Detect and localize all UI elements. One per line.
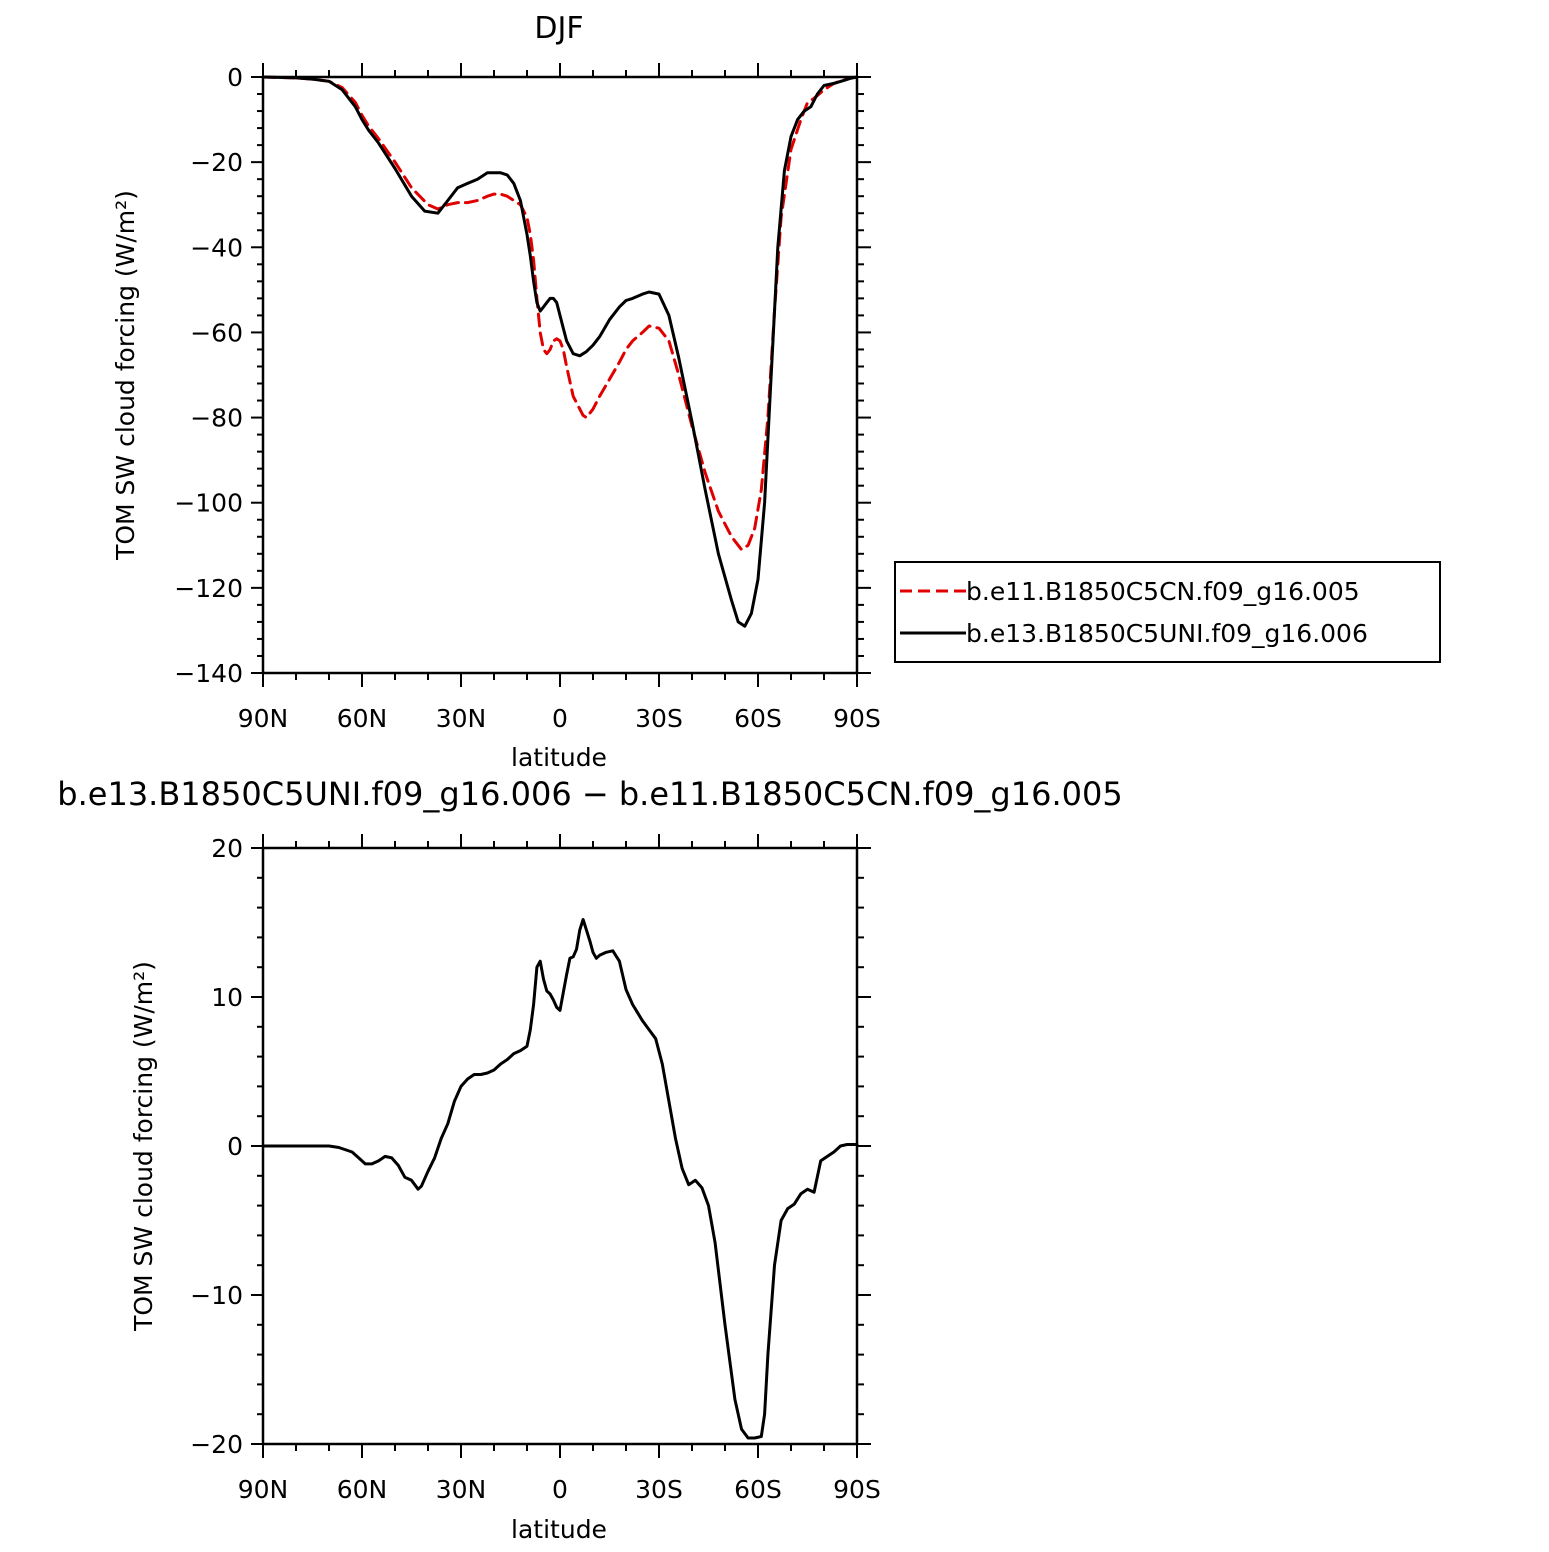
y-tick-label: −140 bbox=[174, 659, 243, 688]
bottom-panel: b.e13.B1850C5UNI.f09_g16.006 − b.e11.B18… bbox=[57, 775, 1122, 1544]
series-line-1 bbox=[261, 918, 859, 1440]
y-tick-label: 0 bbox=[227, 1132, 243, 1161]
top-x-axis-label: latitude bbox=[511, 743, 607, 772]
series-line-2 bbox=[261, 75, 859, 628]
x-tick-label: 30S bbox=[635, 1475, 683, 1504]
legend: b.e11.B1850C5CN.f09_g16.005 b.e13.B1850C… bbox=[894, 561, 1441, 663]
y-tick-label: −100 bbox=[174, 489, 243, 518]
x-tick-label: 60S bbox=[734, 1475, 782, 1504]
y-tick-label: 0 bbox=[227, 63, 243, 92]
top-y-axis-label: TOM SW cloud forcing (W/m²) bbox=[111, 190, 140, 561]
top-y-ticks: 0 −20 −40 −60 −80 −100 −120 −140 bbox=[174, 63, 871, 688]
x-tick-label: 60N bbox=[337, 1475, 388, 1504]
top-x-ticks: 90N 60N 30N 0 30S 60S 90S bbox=[238, 63, 881, 733]
x-tick-label: 30N bbox=[436, 1475, 487, 1504]
x-tick-label: 0 bbox=[552, 704, 568, 733]
top-plot-frame bbox=[261, 75, 859, 675]
y-tick-label: −10 bbox=[190, 1281, 243, 1310]
x-tick-label: 0 bbox=[552, 1475, 568, 1504]
bottom-series bbox=[261, 918, 859, 1440]
y-tick-label: 20 bbox=[211, 834, 243, 863]
bottom-x-axis-label: latitude bbox=[511, 1515, 607, 1544]
x-tick-label: 60N bbox=[337, 704, 388, 733]
y-tick-label: −20 bbox=[190, 1430, 243, 1459]
y-tick-label: −20 bbox=[190, 148, 243, 177]
x-tick-label: 90N bbox=[238, 704, 289, 733]
bottom-title: b.e13.B1850C5UNI.f09_g16.006 − b.e11.B18… bbox=[57, 775, 1122, 813]
y-tick-label: −40 bbox=[190, 233, 243, 262]
x-tick-label: 60S bbox=[734, 704, 782, 733]
x-tick-label: 90S bbox=[833, 1475, 881, 1504]
top-panel: DJF 0 −20 −40 −60 −80 −100 −120 −140 90N 60N 30N 0… bbox=[111, 11, 881, 772]
legend-label-cn: b.e11.B1850C5CN.f09_g16.005 bbox=[966, 577, 1360, 606]
series-line-1 bbox=[261, 75, 859, 551]
x-tick-label: 30N bbox=[436, 704, 487, 733]
y-tick-label: 10 bbox=[211, 983, 243, 1012]
y-tick-label: −80 bbox=[190, 404, 243, 433]
x-tick-label: 90N bbox=[238, 1475, 289, 1504]
top-series bbox=[261, 75, 859, 628]
y-tick-label: −120 bbox=[174, 574, 243, 603]
bottom-x-ticks: 90N 60N 30N 0 30S 60S 90S bbox=[238, 834, 881, 1504]
x-tick-label: 30S bbox=[635, 704, 683, 733]
y-tick-label: −60 bbox=[190, 318, 243, 347]
legend-label-uni: b.e13.B1850C5UNI.f09_g16.006 bbox=[966, 619, 1368, 648]
bottom-y-ticks: 20 10 0 −10 −20 bbox=[190, 834, 871, 1459]
top-title: DJF bbox=[534, 11, 583, 46]
bottom-plot-frame bbox=[261, 846, 859, 1446]
bottom-y-axis-label: TOM SW cloud forcing (W/m²) bbox=[129, 961, 158, 1332]
legend-box bbox=[894, 561, 1441, 663]
x-tick-label: 90S bbox=[833, 704, 881, 733]
